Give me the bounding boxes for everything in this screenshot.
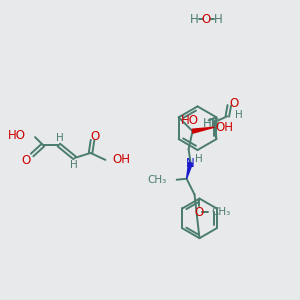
Text: HO: HO (181, 114, 199, 127)
Text: OH: OH (215, 121, 233, 134)
Text: OH: OH (112, 153, 130, 167)
Text: O: O (22, 154, 31, 167)
Text: O: O (202, 13, 211, 26)
Text: H: H (190, 13, 199, 26)
Text: CH₃: CH₃ (212, 207, 231, 218)
Polygon shape (187, 162, 193, 179)
Text: H: H (70, 160, 78, 170)
Text: HN: HN (203, 117, 220, 130)
Text: H: H (195, 154, 203, 164)
Text: O: O (195, 206, 204, 219)
Polygon shape (192, 127, 214, 133)
Text: H: H (214, 13, 223, 26)
Text: O: O (230, 97, 239, 110)
Text: CH₃: CH₃ (148, 175, 167, 185)
Text: O: O (90, 130, 99, 142)
Text: N: N (186, 158, 195, 170)
Text: H: H (235, 110, 243, 120)
Text: H: H (56, 133, 64, 143)
Text: HO: HO (8, 129, 26, 142)
